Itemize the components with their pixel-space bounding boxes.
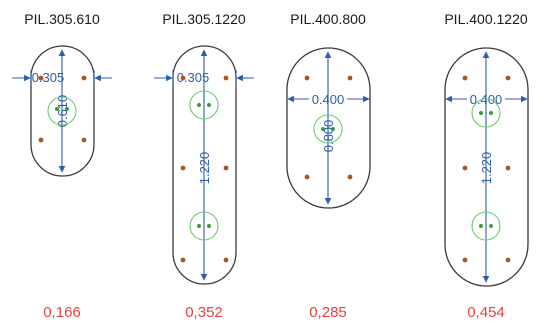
pile-outline (444, 47, 529, 287)
core-ring (471, 211, 501, 241)
core-dot (331, 127, 335, 131)
pile-outline (30, 45, 95, 177)
reinforcement-dot (180, 75, 186, 81)
reinforcement-dot (505, 165, 511, 171)
pile-400-800: PIL.400.800 0.400 0.800 0,285 (286, 11, 371, 321)
reinforcement-dot (505, 75, 511, 81)
reinforcement-dot (180, 257, 186, 263)
core-dot (479, 224, 483, 228)
reinforcement-dot (223, 257, 229, 263)
reinforcement-dot (462, 165, 468, 171)
pile-outline (286, 47, 371, 209)
reinforcement-dot (347, 174, 353, 180)
pile-title: PIL.305.610 (24, 11, 100, 27)
core-dot (489, 111, 493, 115)
reinforcement-dot (38, 75, 44, 81)
pile-305-610: PIL.305.610 0.305 0.610 0,166 (12, 11, 112, 321)
reinforcement-dot (38, 137, 44, 143)
pile-title: PIL.305.1220 (162, 11, 246, 27)
reinforcement-dot (223, 165, 229, 171)
width-label: 0.305 (32, 70, 65, 85)
reinforcement-dot (81, 137, 87, 143)
reinforcement-dot (347, 75, 353, 81)
core-ring (471, 98, 501, 128)
pile-title: PIL.400.1220 (444, 11, 528, 27)
pile-value: 0,454 (467, 304, 505, 321)
reinforcement-dot (180, 165, 186, 171)
core-dot (321, 127, 325, 131)
core-dot (489, 224, 493, 228)
core-dot (207, 103, 211, 107)
pile-value: 0,285 (309, 304, 347, 321)
reinforcement-dot (462, 75, 468, 81)
core-ring (47, 96, 77, 126)
core-dot (65, 107, 69, 111)
length-label: 0.800 (321, 120, 336, 153)
reinforcement-dot (304, 174, 310, 180)
pile-value: 0,352 (185, 304, 223, 321)
reinforcement-dot (304, 75, 310, 81)
core-ring (313, 114, 343, 144)
pile-value: 0,166 (43, 304, 81, 321)
reinforcement-dot (462, 257, 468, 263)
core-dot (479, 111, 483, 115)
core-dot (197, 103, 201, 107)
reinforcement-dot (505, 257, 511, 263)
core-ring (189, 90, 219, 120)
pile-outline (172, 45, 237, 285)
pile-305-1220: PIL.305.1220 0.305 1.220 0,352 (154, 11, 254, 321)
pile-title: PIL.400.800 (290, 11, 366, 27)
core-ring (189, 211, 219, 241)
length-label: 0.610 (55, 95, 70, 128)
core-dot (197, 224, 201, 228)
reinforcement-dot (223, 75, 229, 81)
core-dot (207, 224, 211, 228)
core-dot (55, 107, 59, 111)
length-label: 1.220 (197, 152, 212, 185)
pile-400-1220: PIL.400.1220 0.400 1.220 0,454 (444, 11, 529, 321)
length-label: 1.220 (479, 152, 494, 185)
reinforcement-dot (81, 75, 87, 81)
